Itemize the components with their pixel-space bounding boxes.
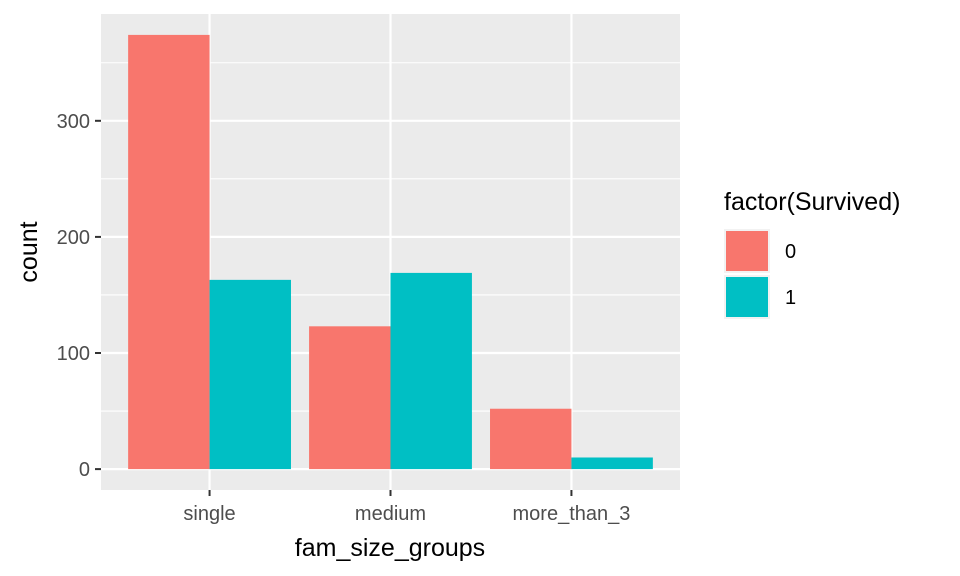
x-tick-label-medium: medium xyxy=(355,503,426,525)
y-tick-label: 200 xyxy=(57,227,90,249)
bars xyxy=(128,34,653,470)
bar-single-1 xyxy=(209,279,291,470)
legend-title: factor(Survived) xyxy=(724,188,900,216)
y-tick-label: 100 xyxy=(57,343,90,365)
bar-single-0 xyxy=(128,34,210,470)
y-tick-label: 0 xyxy=(79,459,90,481)
x-axis-title: fam_size_groups xyxy=(295,534,485,562)
legend: factor(Survived) 0 1 xyxy=(724,188,900,319)
legend-swatch-1 xyxy=(726,277,768,317)
legend-label-1: 1 xyxy=(785,287,796,309)
axis-ticks: 0 100 200 300 single medium more_than_3 xyxy=(57,111,631,525)
bar-more_than_3-0 xyxy=(490,408,572,470)
bar-more_than_3-1 xyxy=(571,457,653,470)
bar-medium-1 xyxy=(390,272,472,470)
x-tick-label-more_than_3: more_than_3 xyxy=(513,503,631,525)
bar-medium-0 xyxy=(309,326,391,470)
y-tick-label: 300 xyxy=(57,111,90,133)
y-axis-title: count xyxy=(15,221,43,282)
legend-swatch-0 xyxy=(726,231,768,271)
legend-label-0: 0 xyxy=(785,241,796,263)
x-tick-label-single: single xyxy=(183,503,235,525)
